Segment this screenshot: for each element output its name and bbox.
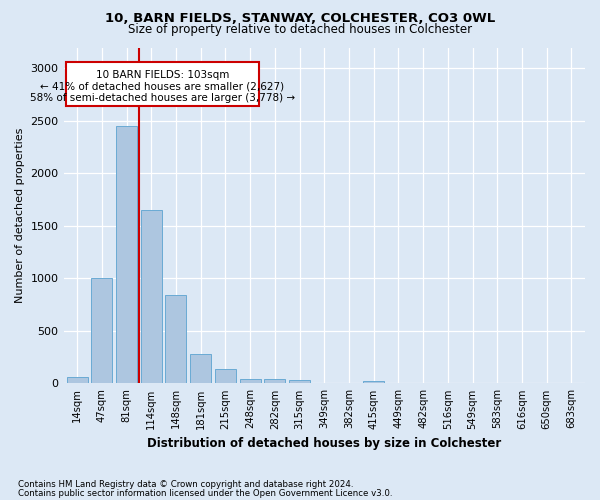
Text: 58% of semi-detached houses are larger (3,778) →: 58% of semi-detached houses are larger (… <box>30 93 295 103</box>
Text: 10 BARN FIELDS: 103sqm: 10 BARN FIELDS: 103sqm <box>96 70 229 80</box>
Bar <box>141 210 162 384</box>
Bar <box>116 126 137 384</box>
Bar <box>190 354 211 384</box>
Bar <box>289 380 310 384</box>
Text: Contains HM Land Registry data © Crown copyright and database right 2024.: Contains HM Land Registry data © Crown c… <box>18 480 353 489</box>
Bar <box>66 62 259 106</box>
X-axis label: Distribution of detached houses by size in Colchester: Distribution of detached houses by size … <box>147 437 502 450</box>
Text: 10, BARN FIELDS, STANWAY, COLCHESTER, CO3 0WL: 10, BARN FIELDS, STANWAY, COLCHESTER, CO… <box>105 12 495 26</box>
Y-axis label: Number of detached properties: Number of detached properties <box>15 128 25 303</box>
Bar <box>215 368 236 384</box>
Text: ← 41% of detached houses are smaller (2,627): ← 41% of detached houses are smaller (2,… <box>40 81 284 91</box>
Bar <box>67 377 88 384</box>
Text: Contains public sector information licensed under the Open Government Licence v3: Contains public sector information licen… <box>18 489 392 498</box>
Text: Size of property relative to detached houses in Colchester: Size of property relative to detached ho… <box>128 22 472 36</box>
Bar <box>239 378 260 384</box>
Bar <box>91 278 112 384</box>
Bar <box>166 295 187 384</box>
Bar <box>363 382 384 384</box>
Bar <box>265 378 286 384</box>
